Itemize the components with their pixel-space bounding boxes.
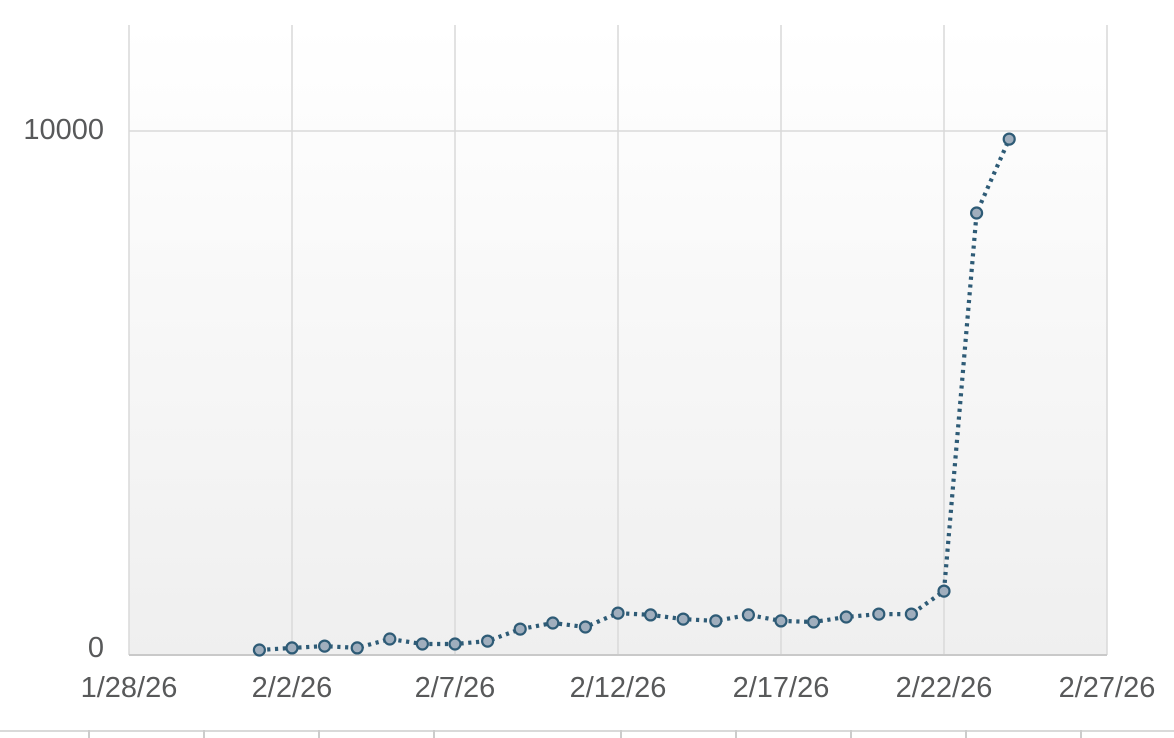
data-point [252, 643, 266, 657]
data-point [318, 639, 332, 653]
data-point [676, 612, 690, 626]
below-chart-tick [735, 730, 737, 738]
below-chart-tick [318, 730, 320, 738]
below-chart-tick [88, 730, 90, 738]
data-point [904, 607, 919, 621]
data-point [839, 610, 853, 624]
below-chart-tick [965, 730, 967, 738]
data-point [578, 620, 593, 634]
data-point [383, 632, 397, 646]
data-point [546, 616, 560, 630]
data-point [481, 634, 495, 648]
data-point [806, 615, 821, 629]
below-chart-tick [1080, 730, 1082, 738]
data-point [1002, 132, 1016, 146]
below-chart-line [0, 730, 1174, 732]
below-chart-tick [203, 730, 205, 738]
data-point [969, 206, 984, 220]
data-point [415, 637, 429, 651]
data-point [872, 607, 886, 621]
data-point [643, 608, 658, 622]
below-chart-tick [620, 730, 622, 738]
data-point [513, 622, 527, 636]
data-point [350, 641, 364, 655]
below-chart-tick [433, 730, 435, 738]
data-point [937, 584, 951, 598]
chart-svg [128, 25, 1108, 657]
data-point [774, 614, 788, 628]
data-point [448, 637, 462, 651]
plot-area [128, 25, 1108, 657]
below-chart-tick [850, 730, 852, 738]
data-point [741, 608, 756, 622]
data-point [611, 606, 625, 620]
data-point [285, 641, 299, 655]
below-chart-edge [0, 730, 1174, 738]
data-point [709, 614, 723, 628]
